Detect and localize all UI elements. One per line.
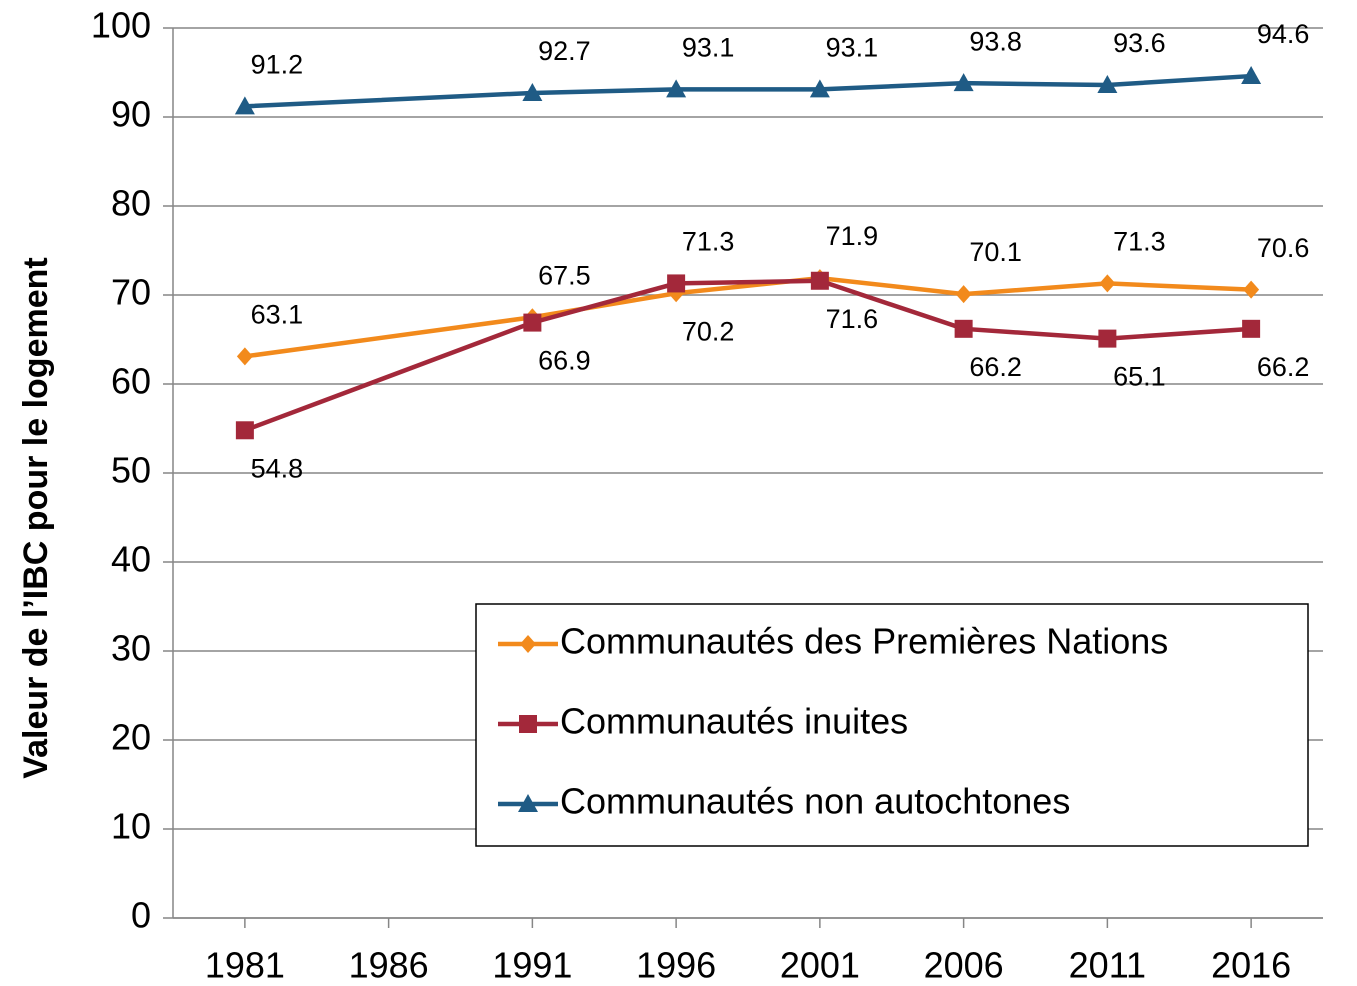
y-tick-label: 100 [91, 5, 151, 46]
marker [522, 82, 543, 101]
data-label: 91.2 [251, 49, 304, 79]
marker [667, 274, 686, 293]
marker [519, 715, 537, 733]
data-label: 94.6 [1257, 19, 1310, 49]
y-tick-label: 60 [111, 361, 151, 402]
x-tick-label: 2001 [780, 945, 860, 986]
marker [666, 79, 687, 98]
marker [1099, 274, 1116, 293]
marker [236, 347, 253, 366]
x-tick-label: 2006 [924, 945, 1004, 986]
data-label: 93.1 [826, 33, 879, 63]
legend: Communautés des Premières Nations Communa… [475, 603, 1309, 847]
marker [1098, 329, 1117, 348]
marker [1097, 74, 1118, 93]
y-tick-label: 50 [111, 450, 151, 491]
legend-box [475, 603, 1309, 847]
data-label: 92.7 [538, 36, 591, 66]
y-tick-label: 70 [111, 272, 151, 313]
y-axis-label: Valeur de l’IBC pour le logement [17, 257, 55, 778]
marker [1243, 280, 1260, 299]
marker [235, 421, 254, 440]
data-label: 71.3 [682, 227, 735, 257]
marker [234, 96, 255, 115]
data-label: 54.8 [251, 453, 304, 483]
x-tick-label: 2016 [1211, 945, 1291, 986]
x-tick-label: 2011 [1069, 945, 1146, 986]
data-label: 65.1 [1113, 362, 1166, 392]
data-label: 70.6 [1257, 233, 1310, 263]
data-label: 66.2 [969, 352, 1022, 382]
marker [953, 73, 974, 92]
data-label: 67.5 [538, 260, 591, 290]
marker [518, 794, 538, 812]
data-label: 93.8 [969, 26, 1022, 56]
x-tick-label: 1991 [492, 945, 572, 986]
legend-label: Communautés non autochtones [560, 781, 1070, 822]
y-tick-label: 80 [111, 183, 151, 224]
legend-label: Communautés des Premières Nations [560, 621, 1168, 662]
data-label: 66.9 [538, 346, 591, 376]
data-label: 70.1 [969, 237, 1022, 267]
x-tick-label: 1981 [205, 945, 285, 986]
marker [810, 271, 829, 290]
x-tick-label: 1986 [349, 945, 429, 986]
marker [809, 79, 830, 98]
x-tick-label: 1996 [636, 945, 716, 986]
marker [1242, 319, 1261, 338]
data-label: 71.6 [826, 304, 879, 334]
y-tick-label: 0 [131, 895, 151, 936]
legend-label: Communautés inuites [560, 701, 908, 742]
y-tick-label: 40 [111, 539, 151, 580]
data-label: 70.2 [682, 316, 735, 346]
y-tick-label: 30 [111, 628, 151, 669]
data-label: 63.1 [251, 300, 304, 330]
data-label: 93.6 [1113, 28, 1166, 58]
marker [954, 319, 973, 338]
series-line [244, 278, 1252, 433]
data-label: 71.9 [826, 221, 879, 251]
data-label: 71.3 [1113, 227, 1166, 257]
marker [523, 313, 542, 332]
y-tick-label: 10 [111, 806, 151, 847]
marker [955, 285, 972, 304]
data-label: 93.1 [682, 33, 735, 63]
y-tick-label: 90 [111, 94, 151, 135]
marker [1241, 66, 1262, 85]
marker [520, 635, 536, 653]
y-tick-label: 20 [111, 717, 151, 758]
data-label: 66.2 [1257, 352, 1310, 382]
